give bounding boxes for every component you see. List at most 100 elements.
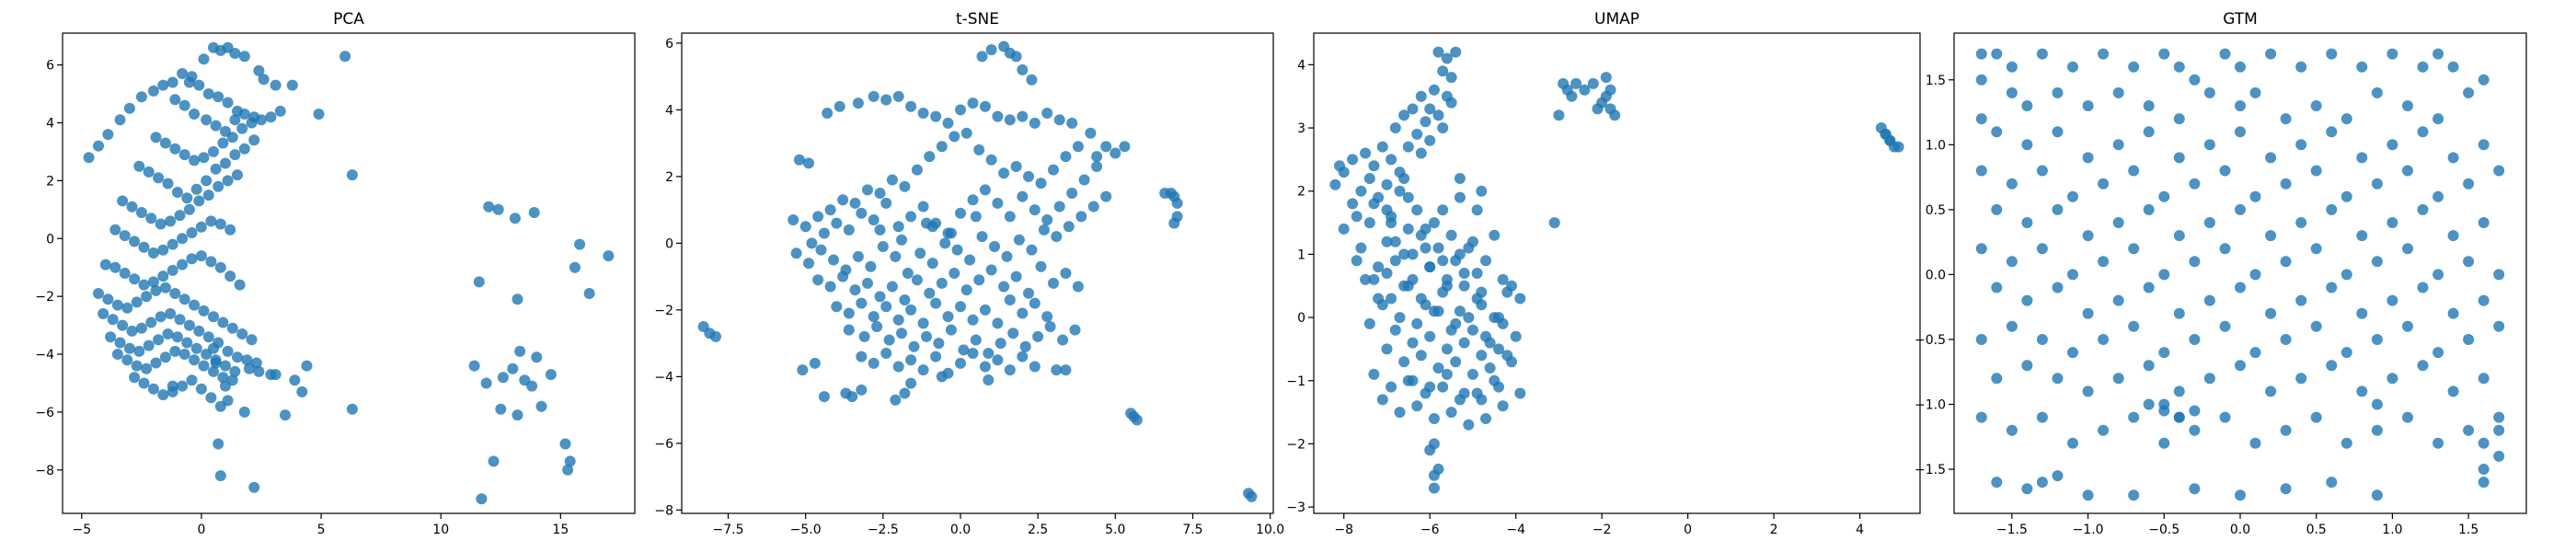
tsne-point bbox=[1159, 188, 1171, 199]
umap-point bbox=[1347, 154, 1359, 166]
pca-point bbox=[183, 76, 195, 88]
tsne-point bbox=[822, 108, 834, 119]
pca-point bbox=[220, 157, 231, 169]
gtm-point bbox=[2112, 139, 2124, 151]
gtm-point bbox=[2082, 489, 2094, 501]
umap-point bbox=[1480, 413, 1491, 424]
umap-point bbox=[1407, 103, 1419, 115]
gtm-point bbox=[2021, 100, 2033, 111]
pca-point bbox=[583, 288, 595, 299]
tsne-point bbox=[985, 154, 997, 166]
tsne-point bbox=[1017, 307, 1029, 319]
umap-point bbox=[1437, 122, 1449, 133]
tsne-point bbox=[899, 294, 911, 305]
pca-point bbox=[189, 109, 201, 120]
pca-point bbox=[248, 134, 260, 146]
pca-point bbox=[131, 296, 143, 308]
gtm-point bbox=[2235, 360, 2246, 372]
gtm-point bbox=[2143, 398, 2155, 410]
pca-point bbox=[201, 175, 213, 187]
gtm-y-tick-label: 0.0 bbox=[1926, 268, 1946, 282]
tsne-point bbox=[1023, 170, 1034, 182]
gtm-point bbox=[2326, 477, 2338, 489]
tsne-point bbox=[926, 221, 938, 233]
pca-point bbox=[238, 51, 250, 63]
pca-point bbox=[167, 264, 178, 276]
gtm-point bbox=[2402, 243, 2413, 255]
umap-point bbox=[1398, 173, 1410, 184]
tsne-point bbox=[1041, 214, 1053, 225]
gtm-point bbox=[2021, 483, 2033, 495]
pca-point bbox=[346, 169, 358, 181]
pca-point bbox=[143, 166, 155, 178]
umap-point bbox=[1587, 77, 1599, 89]
pca-point bbox=[129, 372, 141, 384]
pca-point bbox=[167, 380, 178, 392]
pca-point bbox=[119, 268, 131, 279]
pca-point bbox=[253, 365, 265, 377]
gtm-point bbox=[2280, 483, 2292, 495]
umap-point bbox=[1415, 293, 1427, 305]
pca-point bbox=[189, 155, 201, 167]
pca-point bbox=[165, 215, 177, 227]
umap-point bbox=[1415, 90, 1427, 102]
gtm-point bbox=[2006, 178, 2018, 190]
umap-y-tick-label: −2 bbox=[1286, 437, 1305, 452]
gtm-point bbox=[2280, 113, 2292, 125]
pca-point bbox=[121, 302, 133, 314]
pca-y-tick-label: −6 bbox=[35, 406, 54, 420]
gtm-y-tick-label: −1.5 bbox=[1915, 463, 1946, 477]
umap-y-tick-label: 3 bbox=[1297, 121, 1305, 136]
tsne-point bbox=[1131, 414, 1143, 426]
tsne-point bbox=[1060, 151, 1072, 163]
tsne-point bbox=[1017, 63, 1029, 75]
gtm-point bbox=[2128, 61, 2140, 73]
tsne-point bbox=[874, 188, 886, 199]
gtm-point bbox=[2417, 282, 2429, 293]
tsne-point bbox=[1110, 147, 1121, 159]
umap-point bbox=[1363, 317, 1375, 329]
umap-point bbox=[1386, 293, 1397, 305]
pca-point bbox=[145, 316, 157, 328]
umap-point bbox=[1514, 293, 1526, 305]
umap-point bbox=[1600, 90, 1612, 102]
tsne-point bbox=[877, 241, 889, 252]
gtm-point bbox=[2371, 86, 2383, 98]
pca-point bbox=[509, 213, 521, 224]
tsne-point bbox=[846, 391, 858, 403]
gtm-point bbox=[2219, 165, 2231, 177]
gtm-point bbox=[2295, 294, 2307, 306]
umap-point bbox=[1368, 273, 1380, 285]
umap-point bbox=[1398, 280, 1410, 292]
tsne-point bbox=[976, 231, 988, 243]
tsne-point bbox=[899, 180, 911, 192]
umap-x-tick-label: −2 bbox=[1593, 523, 1612, 537]
umap-point bbox=[1402, 141, 1414, 153]
gtm-point bbox=[2036, 48, 2048, 60]
pca-point bbox=[133, 345, 145, 357]
umap-point bbox=[1437, 255, 1449, 267]
gtm-point bbox=[1991, 282, 2003, 293]
gtm-point bbox=[2402, 320, 2413, 332]
pca-point bbox=[177, 68, 189, 79]
umap-point bbox=[1466, 368, 1478, 380]
tsne-point bbox=[951, 244, 963, 256]
umap-point bbox=[1570, 77, 1582, 89]
gtm-point bbox=[2280, 178, 2292, 190]
umap-point bbox=[1458, 337, 1470, 349]
pca-point bbox=[202, 190, 214, 201]
pca-point bbox=[114, 337, 126, 349]
gtm-point bbox=[2447, 230, 2459, 242]
tsne-point bbox=[930, 297, 942, 309]
tsne-point bbox=[1060, 268, 1072, 279]
tsne-x-tick-label: 7.5 bbox=[1182, 523, 1202, 537]
tsne-point bbox=[917, 201, 929, 213]
pca-panel: PCA −5 0 5 10 15 −8 −6 −4 −2 0 2 4 6 bbox=[35, 10, 636, 537]
umap-point bbox=[1480, 255, 1491, 267]
gtm-point bbox=[2067, 61, 2078, 73]
umap-panel-title: UMAP bbox=[1594, 10, 1639, 29]
pca-point bbox=[232, 169, 243, 181]
tsne-point bbox=[1091, 151, 1103, 163]
tsne-point bbox=[1048, 277, 1059, 289]
gtm-point bbox=[2356, 230, 2368, 242]
